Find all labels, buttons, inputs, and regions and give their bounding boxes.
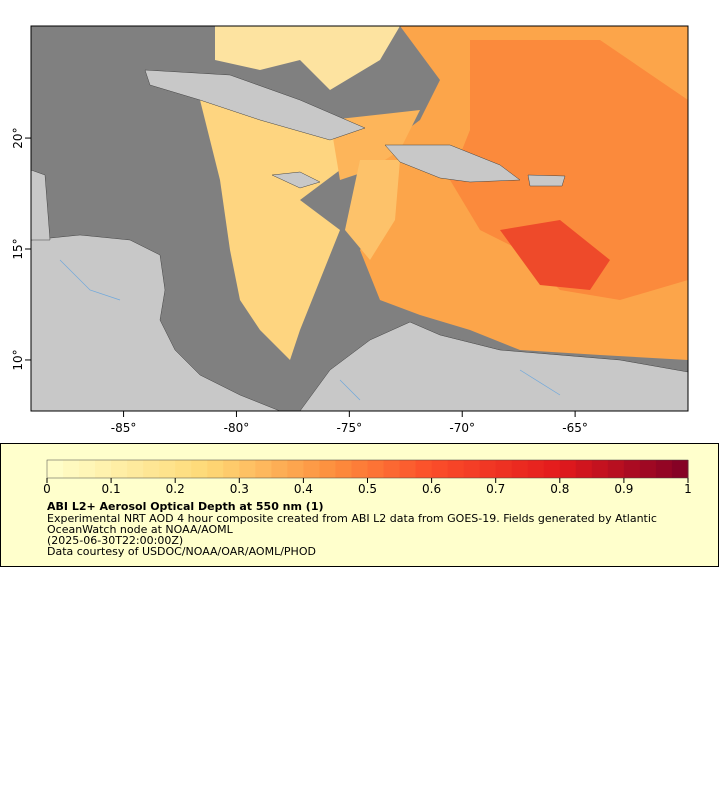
south-america: [299, 321, 688, 411]
colorbar-tick-label: 0.4: [294, 482, 313, 496]
colorbar-step: [527, 460, 545, 478]
colorbar-step: [303, 460, 320, 478]
colorbar-step: [207, 460, 224, 478]
land: [31, 69, 688, 411]
colorbar-step: [95, 460, 112, 478]
y-tick-label: 10°: [11, 349, 25, 370]
y-tick-label: 15°: [11, 238, 25, 259]
colorbar-step: [383, 460, 401, 478]
aerosol-patch: [345, 160, 400, 260]
legend-line: OceanWatch node at NOAA/AOML: [47, 523, 234, 536]
colorbar-step: [559, 460, 577, 478]
colorbar-step: [111, 460, 128, 478]
map-ticks: -85° -80° -75° -70° -65° 10° 15° 20°: [11, 127, 588, 435]
jamaica: [271, 171, 321, 189]
colorbar-step: [479, 460, 497, 478]
colorbar-tick-label: 0.3: [230, 482, 249, 496]
colorbar: 0 0.1 0.2 0.3 0.4 0.5 0.6 0.7 0.8 0.9 1: [43, 459, 692, 496]
colorbar-step: [271, 460, 288, 478]
colorbar-step: [175, 460, 192, 478]
y-tick-label: 20°: [11, 127, 25, 148]
colorbar-step: [495, 460, 513, 478]
legend-line: Experimental NRT AOD 4 hour composite cr…: [47, 512, 657, 525]
colorbar-step: [399, 460, 417, 478]
colorbar-tick-label: 0.5: [358, 482, 377, 496]
colorbar-step: [319, 460, 336, 478]
colorbar-tick-label: 0.8: [550, 482, 569, 496]
colorbar-step: [431, 460, 449, 478]
x-tick-label: -65°: [562, 421, 588, 435]
colorbar-step: [191, 460, 208, 478]
aerosol-patch: [200, 100, 340, 360]
colorbar-step: [351, 460, 368, 478]
central-america: [31, 234, 281, 411]
colorbar-step: [159, 460, 176, 478]
colorbar-tick-label: 0.7: [486, 482, 505, 496]
colorbar-step: [575, 460, 593, 478]
colorbar-step: [47, 460, 64, 478]
colorbar-step: [639, 460, 657, 478]
colorbar-step: [127, 460, 144, 478]
legend-line: Data courtesy of USDOC/NOAA/OAR/AOML/PHO…: [47, 545, 316, 558]
colorbar-step: [511, 460, 529, 478]
colorbar-step: [79, 460, 96, 478]
colorbar-step: [463, 460, 481, 478]
x-tick-label: -80°: [224, 421, 250, 435]
hispaniola: [384, 144, 521, 183]
colorbar-step: [239, 460, 256, 478]
colorbar-step: [447, 460, 465, 478]
map-frame: [30, 25, 689, 412]
colorbar-tick-label: 0.9: [614, 482, 633, 496]
colorbar-tick-label: 0: [43, 482, 51, 496]
colorbar-step: [143, 460, 160, 478]
colorbar-step: [223, 460, 240, 478]
x-tick-label: -85°: [111, 421, 137, 435]
colorbar-step: [367, 460, 385, 478]
colorbar-tick-label: 0.6: [422, 482, 441, 496]
aerosol-patch: [215, 26, 400, 90]
colorbar-tick-label: 0.2: [166, 482, 185, 496]
colorbar-step: [591, 460, 609, 478]
colorbar-step: [415, 460, 433, 478]
colorbar-step: [255, 460, 272, 478]
colorbar-step: [287, 460, 304, 478]
colorbar-step: [655, 460, 673, 478]
colorbar-step: [623, 460, 641, 478]
legend-title: ABI L2+ Aerosol Optical Depth at 550 nm …: [47, 500, 324, 513]
mexico: [31, 169, 51, 241]
colorbar-tick-label: 1: [684, 482, 692, 496]
colorbar-step: [335, 460, 352, 478]
river: [59, 259, 561, 401]
colorbar-tick-label: 0.1: [102, 482, 121, 496]
map: [31, 26, 688, 411]
aerosol-patch: [500, 220, 610, 290]
puerto-rico: [527, 174, 566, 187]
x-tick-label: -75°: [337, 421, 363, 435]
aerosol-field: [200, 26, 688, 360]
x-tick-label: -70°: [449, 421, 475, 435]
cuba: [144, 69, 366, 141]
rivers: [59, 259, 561, 401]
colorbar-step: [607, 460, 625, 478]
legend-line: (2025-06-30T22:00:00Z): [47, 534, 183, 547]
colorbar-step: [543, 460, 561, 478]
colorbar-step: [63, 460, 80, 478]
colorbar-step: [671, 460, 689, 478]
